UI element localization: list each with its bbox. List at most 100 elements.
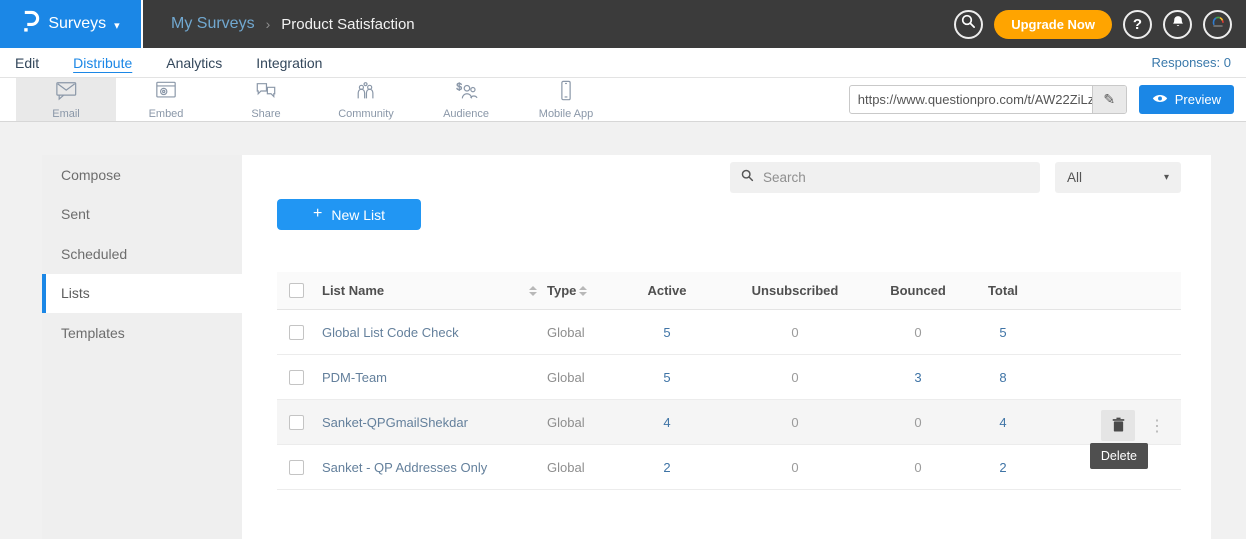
unsubscribed-count: 0: [791, 369, 799, 385]
eye-icon: [1152, 92, 1168, 107]
column-type[interactable]: Type: [547, 283, 577, 298]
active-count[interactable]: 5: [663, 324, 671, 340]
channel-community[interactable]: Community: [316, 78, 416, 121]
row-checkbox[interactable]: [289, 414, 304, 430]
search-icon: [961, 14, 976, 34]
column-list-name[interactable]: List Name: [322, 283, 385, 298]
email-envelope-icon: [54, 80, 79, 107]
dashboard-gauge-avatar-icon: [1210, 14, 1226, 35]
list-name-link[interactable]: Global List Code Check: [322, 324, 459, 340]
channel-email[interactable]: Email: [16, 78, 116, 121]
list-name-link[interactable]: PDM-Team: [322, 369, 388, 385]
tab-integration[interactable]: Integration: [256, 54, 323, 71]
sidebar-item-sent[interactable]: Sent: [61, 206, 90, 223]
embed-window-gear-icon: [154, 80, 178, 107]
channel-label: Email: [52, 107, 80, 120]
product-name: Surveys: [48, 15, 107, 32]
community-people-icon: [354, 80, 378, 107]
column-total: Total: [987, 283, 1019, 298]
notifications-button[interactable]: [1163, 9, 1192, 39]
chevron-down-icon: ▾: [1163, 172, 1169, 183]
total-count[interactable]: 8: [999, 369, 1007, 385]
plus-icon: +: [312, 205, 323, 222]
filter-selected-value: All: [1067, 170, 1083, 185]
row-checkbox[interactable]: [289, 459, 304, 475]
share-chat-bubbles-icon: [254, 80, 278, 107]
preview-label: Preview: [1174, 92, 1221, 107]
sort-list-name-icon[interactable]: [529, 285, 547, 296]
select-all-checkbox[interactable]: [289, 283, 304, 298]
list-name-link[interactable]: Sanket-QPGmailShekdar: [322, 414, 468, 430]
unsubscribed-count: 0: [791, 324, 799, 340]
audience-dollar-people-icon: $: [454, 80, 479, 107]
tab-edit[interactable]: Edit: [15, 54, 40, 71]
topbar-actions: Upgrade Now ?: [954, 0, 1246, 48]
list-controls: All ▾: [277, 162, 1181, 193]
channel-label: Community: [338, 107, 394, 120]
sort-type-icon[interactable]: [579, 285, 599, 296]
list-type: Global: [547, 369, 585, 385]
table-row: Sanket - QP Addresses Only Global 2 0 0 …: [277, 445, 1181, 490]
pencil-icon: ✎: [1103, 91, 1116, 107]
total-count[interactable]: 4: [999, 414, 1007, 430]
row-checkbox[interactable]: [289, 324, 304, 340]
bounced-count: 0: [914, 324, 922, 340]
active-count[interactable]: 5: [663, 369, 671, 385]
unsubscribed-count: 0: [791, 459, 799, 475]
column-active: Active: [647, 283, 687, 298]
list-type: Global: [547, 324, 585, 340]
survey-url-text[interactable]: https://www.questionpro.com/t/AW22ZiLz6: [857, 92, 1092, 107]
active-count[interactable]: 2: [663, 459, 671, 475]
column-bounced: Bounced: [890, 283, 946, 298]
more-options-icon[interactable]: ⋮: [1149, 417, 1165, 435]
breadcrumb-my-surveys[interactable]: My Surveys: [171, 15, 255, 32]
lists-main: All ▾ + New List List Name Type Active U…: [242, 155, 1211, 539]
channel-embed[interactable]: Embed: [116, 78, 216, 121]
responses-count: Responses: 0: [1151, 55, 1232, 70]
lists-table: List Name Type Active Unsubscribed Bounc…: [277, 272, 1181, 490]
sidebar-item-scheduled[interactable]: Scheduled: [61, 245, 128, 262]
tab-analytics[interactable]: Analytics: [166, 54, 223, 71]
bounced-count[interactable]: 3: [914, 369, 922, 385]
list-type: Global: [547, 459, 585, 475]
search-input[interactable]: [763, 170, 1029, 185]
unsubscribed-count: 0: [791, 414, 799, 430]
new-list-label: New List: [331, 206, 386, 223]
delete-list-button[interactable]: [1101, 410, 1135, 441]
channel-audience[interactable]: $ Audience: [416, 78, 516, 121]
top-bar: Surveys ▾ My Surveys › Product Satisfact…: [0, 0, 1246, 48]
account-menu-button[interactable]: [1203, 9, 1232, 39]
trash-icon: [1112, 417, 1125, 435]
survey-url-field[interactable]: https://www.questionpro.com/t/AW22ZiLz6 …: [848, 85, 1127, 114]
preview-button[interactable]: Preview: [1138, 85, 1234, 114]
new-list-button[interactable]: + New List: [277, 199, 421, 230]
questionpro-logo-icon: [21, 9, 40, 39]
total-count[interactable]: 5: [999, 324, 1007, 340]
search-button[interactable]: [954, 9, 984, 39]
upgrade-now-button[interactable]: Upgrade Now: [994, 9, 1112, 39]
list-name-link[interactable]: Sanket - QP Addresses Only: [322, 459, 488, 475]
tab-distribute[interactable]: Distribute: [73, 54, 133, 71]
sidebar-item-compose[interactable]: Compose: [61, 166, 121, 183]
email-sidebar: Compose Sent Scheduled Lists Templates: [42, 155, 242, 539]
sidebar-item-lists[interactable]: Lists: [42, 273, 242, 313]
help-button[interactable]: ?: [1123, 9, 1152, 39]
distribute-toolbar: Email Embed Share: [0, 78, 1246, 122]
lists-panel: Compose Sent Scheduled Lists Templates: [42, 155, 1211, 539]
table-row-hovered: Sanket-QPGmailShekdar Global 4 0 0 4: [277, 400, 1181, 469]
svg-text:$: $: [456, 82, 462, 93]
row-checkbox[interactable]: [289, 369, 304, 385]
breadcrumb: My Surveys › Product Satisfaction: [143, 0, 415, 48]
edit-url-button[interactable]: ✎: [1091, 86, 1126, 113]
table-row: Global List Code Check Global 5 0 0 5: [277, 310, 1181, 355]
list-type-filter[interactable]: All ▾: [1055, 162, 1181, 193]
sidebar-item-templates[interactable]: Templates: [61, 324, 125, 341]
list-search-box[interactable]: [730, 162, 1040, 193]
product-switcher[interactable]: Surveys ▾: [0, 0, 143, 48]
channel-mobile-app[interactable]: Mobile App: [516, 78, 616, 121]
total-count[interactable]: 2: [999, 459, 1007, 475]
channel-share[interactable]: Share: [216, 78, 316, 121]
column-unsubscribed: Unsubscribed: [751, 283, 839, 298]
active-count[interactable]: 4: [663, 414, 671, 430]
chevron-down-icon: ▾: [114, 19, 120, 32]
